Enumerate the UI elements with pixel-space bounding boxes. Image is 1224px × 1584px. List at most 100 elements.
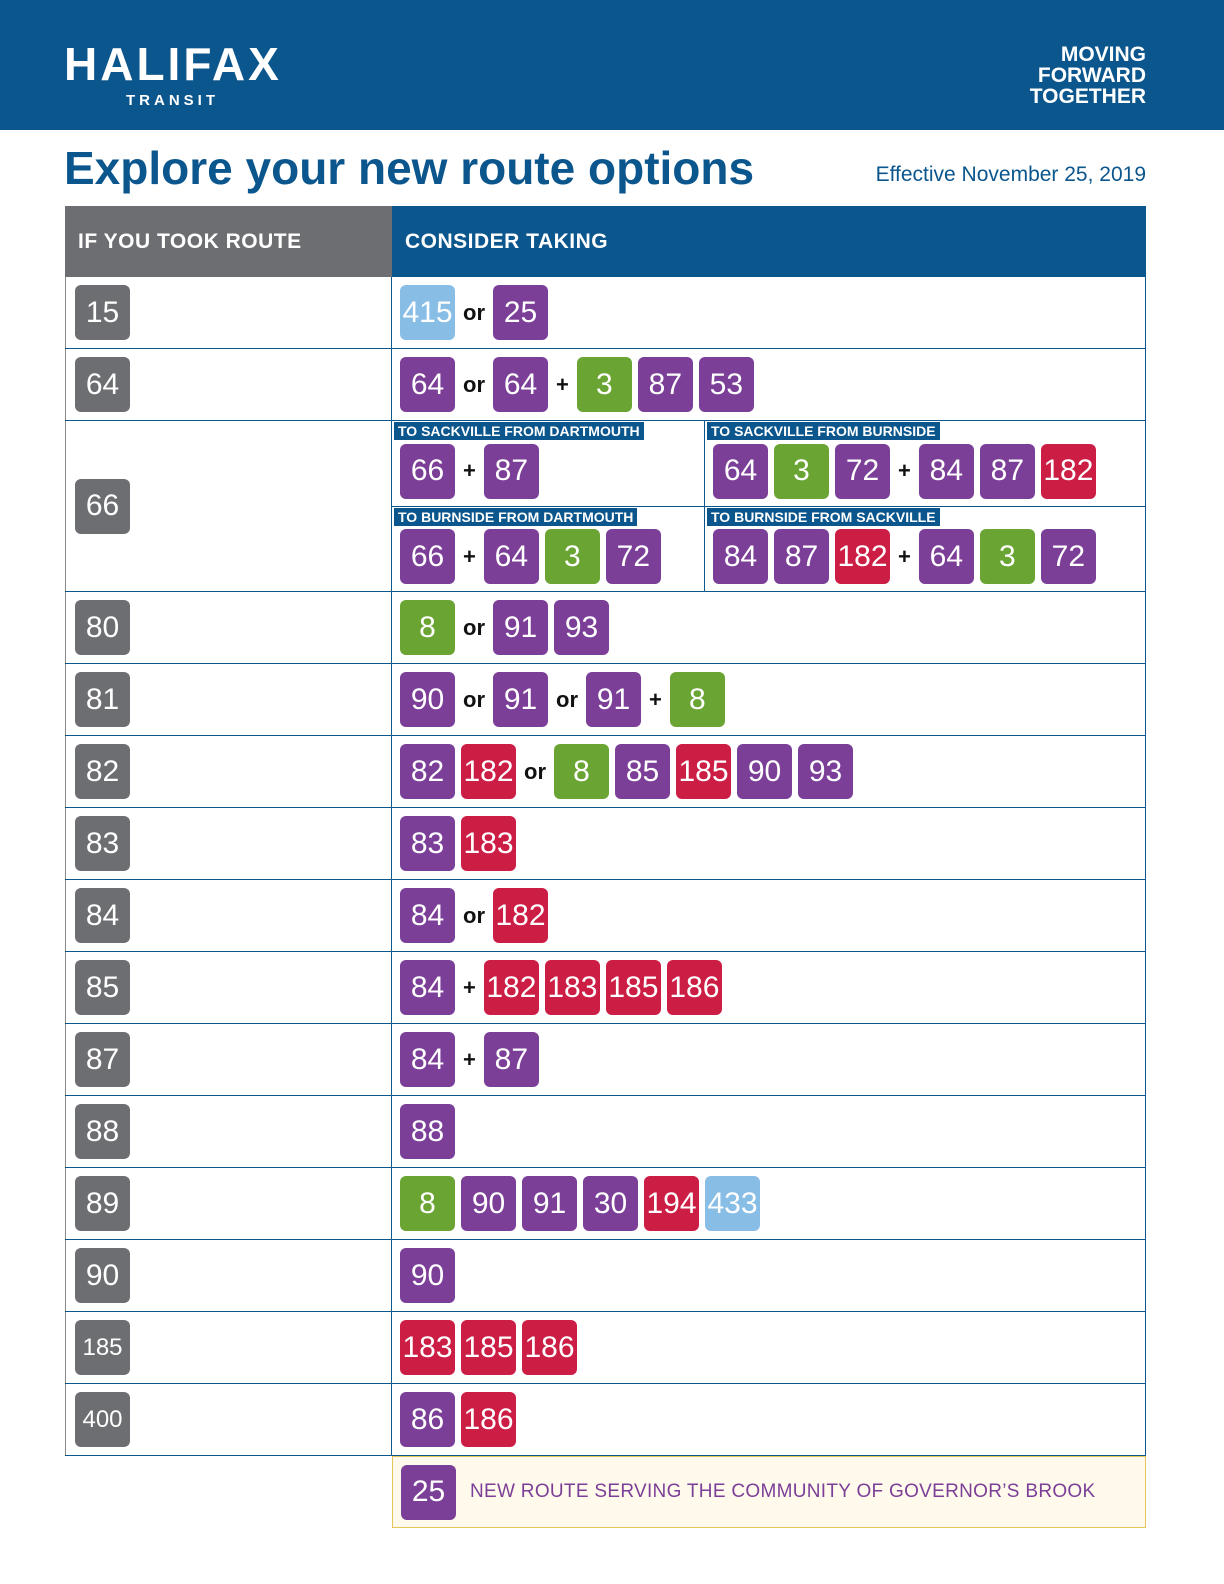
table-row: 85 84 +182 183 185 186 <box>65 952 1146 1024</box>
table-header: IF YOU TOOK ROUTE CONSIDER TAKING <box>65 206 1146 277</box>
route-badge: 185 <box>605 960 661 1015</box>
plus-separator: + <box>463 458 476 484</box>
route-options-cell: 90 <box>392 1240 1146 1311</box>
route-badge: 8 <box>554 744 609 799</box>
table-row: 81 90 or 91 or 91 +8 <box>65 664 1146 736</box>
new-route-note-text: NEW ROUTE SERVING THE COMMUNITY OF GOVER… <box>470 1481 1096 1502</box>
direction-label: TO BURNSIDE FROM SACKVILLE <box>707 507 940 526</box>
route-badge: 182 <box>483 960 539 1015</box>
tagline-line: FORWARD <box>1037 64 1146 87</box>
route-badge: 182 <box>1040 443 1096 499</box>
route-table: IF YOU TOOK ROUTE CONSIDER TAKING 15 415 o… <box>65 206 1146 1528</box>
direction-option-cell: TO BURNSIDE FROM DARTMOUTH 66 +64 3 72 <box>392 506 705 591</box>
route-badge: 185 <box>461 1320 516 1375</box>
route-badge: 84 <box>713 529 768 585</box>
route-badge: 183 <box>461 816 516 871</box>
old-route-badge: 80 <box>75 600 130 655</box>
table-row: 15 415 or 25 <box>65 277 1146 349</box>
route-badge: 182 <box>461 744 516 799</box>
old-route-badge: 85 <box>75 960 130 1015</box>
route-options-cell: 86 186 <box>392 1384 1146 1455</box>
route-badge: 66 <box>400 443 455 499</box>
route-badge: 87 <box>483 443 539 499</box>
route-badge: 186 <box>666 960 722 1015</box>
or-separator: or <box>463 686 485 712</box>
effective-date: Effective November 25, 2019 <box>875 163 1146 186</box>
direction-option-cell: TO BURNSIDE FROM SACKVILLE 84 87 182 +64 3 72 <box>705 507 1145 592</box>
route-badge: 84 <box>400 888 455 943</box>
table-row: 66 TO SACKVILLE FROM DARTMOUTH 66 +87 TO SAC… <box>65 421 1146 592</box>
direction-option-cell: TO SACKVILLE FROM DARTMOUTH 66 +87 <box>392 421 705 506</box>
old-route-cell: 87 <box>65 1024 392 1095</box>
route-badge: 3 <box>979 529 1035 585</box>
table-row: 80 8 or 91 93 <box>65 592 1146 664</box>
route-badge: 25 <box>493 285 548 340</box>
route-badge: 90 <box>737 744 792 799</box>
old-route-cell: 185 <box>65 1312 392 1383</box>
transit-logo-subtitle: TRANSIT <box>126 92 219 109</box>
route-badge: 64 <box>918 529 974 585</box>
route-badge: 91 <box>586 672 641 727</box>
old-route-cell: 400 <box>65 1384 392 1455</box>
old-route-badge: 83 <box>75 816 130 871</box>
route-badge: 72 <box>605 529 661 585</box>
route-options-grid: TO SACKVILLE FROM DARTMOUTH 66 +87 TO SACKV… <box>392 421 1146 591</box>
route-badge: 87 <box>483 1032 539 1087</box>
route-badge: 183 <box>544 960 600 1015</box>
old-route-badge: 66 <box>75 478 130 534</box>
tagline-line: MOVING <box>1060 43 1146 66</box>
route-options-cell: 64 or 64 +3 87 53 <box>392 349 1146 420</box>
or-separator: or <box>524 758 546 784</box>
route-badge: 82 <box>400 744 455 799</box>
old-route-badge: 90 <box>75 1248 130 1303</box>
table-row: 83 83 183 <box>65 808 1146 880</box>
route-options-cell: 8 90 91 30 194 433 <box>392 1168 1146 1239</box>
route-badge: 87 <box>774 529 829 585</box>
route-options-cell: 84 or 182 <box>392 880 1146 951</box>
or-separator: or <box>463 299 485 325</box>
old-route-badge: 89 <box>75 1176 130 1231</box>
plus-separator: + <box>649 686 662 712</box>
old-route-cell: 80 <box>65 592 392 663</box>
old-route-cell: 85 <box>65 952 392 1023</box>
plus-separator: + <box>898 458 911 484</box>
table-row: 400 86 186 <box>65 1384 1146 1456</box>
direction-label: TO BURNSIDE FROM DARTMOUTH <box>394 507 638 526</box>
route-badge: 90 <box>461 1176 516 1231</box>
route-options-subrow: TO SACKVILLE FROM DARTMOUTH 66 +87 TO SACKV… <box>392 421 1145 506</box>
route-options-cell: 8 or 91 93 <box>392 592 1146 663</box>
old-route-badge: 81 <box>75 672 130 727</box>
route-badge: 91 <box>522 1176 577 1231</box>
or-separator: or <box>556 686 578 712</box>
tagline: MOVING FORWARD TOGETHER <box>946 44 1146 107</box>
column-header-old-route: IF YOU TOOK ROUTE <box>65 206 392 277</box>
route-options-cell: 183 185 186 <box>392 1312 1146 1383</box>
route-badge: 3 <box>774 443 829 499</box>
note-spacer <box>65 1456 392 1528</box>
table-row: 90 90 <box>65 1240 1146 1312</box>
old-route-badge: 82 <box>75 744 130 799</box>
route-options-cell: 82 182 or 8 85 185 90 93 <box>392 736 1146 807</box>
route-badge: 72 <box>835 443 890 499</box>
old-route-badge: 64 <box>75 357 130 412</box>
old-route-cell: 90 <box>65 1240 392 1311</box>
route-badge: 66 <box>400 529 455 585</box>
route-badge: 91 <box>493 672 548 727</box>
route-badge: 186 <box>461 1392 516 1447</box>
tagline-line: TOGETHER <box>1029 85 1146 108</box>
route-badge: 415 <box>400 285 455 340</box>
column-header-new-options: CONSIDER TAKING <box>392 206 1146 277</box>
route-options-cell: 90 or 91 or 91 +8 <box>392 664 1146 735</box>
table-row: 89 8 90 91 30 194 433 <box>65 1168 1146 1240</box>
route-badge: 64 <box>483 529 539 585</box>
or-separator: or <box>463 614 485 640</box>
route-badge: 93 <box>554 600 609 655</box>
route-badge: 86 <box>400 1392 455 1447</box>
route-badge: 3 <box>544 529 600 585</box>
route-badge: 64 <box>493 357 548 412</box>
table-row: 84 84 or 182 <box>65 880 1146 952</box>
table-row: 82 82 182 or 8 85 185 90 93 <box>65 736 1146 808</box>
new-route-note: 25 NEW ROUTE SERVING THE COMMUNITY OF GO… <box>392 1456 1146 1528</box>
table-row: 64 64 or 64 +3 87 53 <box>65 349 1146 421</box>
route-badge: 182 <box>835 529 890 585</box>
